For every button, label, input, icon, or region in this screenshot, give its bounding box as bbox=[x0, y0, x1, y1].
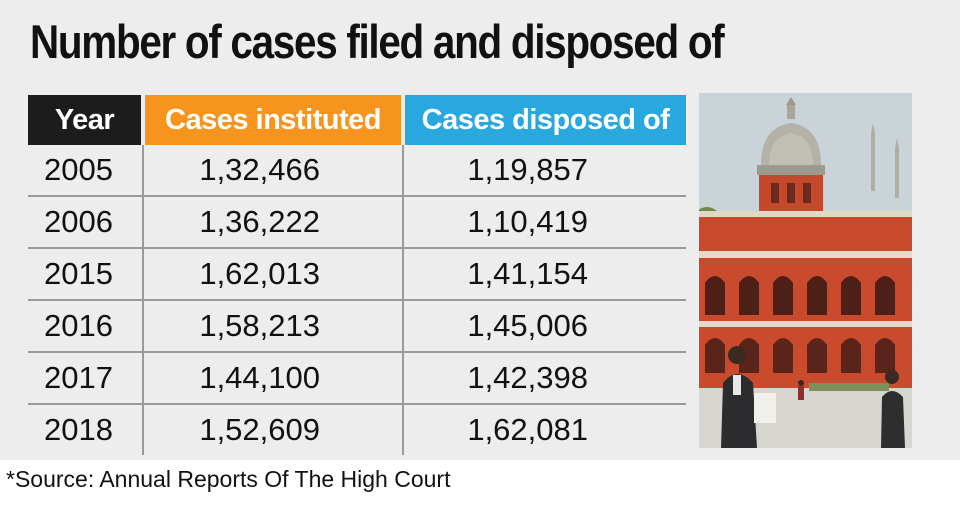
year-cell: 2016 bbox=[28, 299, 143, 352]
cases-disposed-cell: 1,19,857 bbox=[402, 145, 686, 196]
year-column-header: Year bbox=[28, 95, 143, 145]
table-header-row: Year Cases instituted Cases disposed of bbox=[28, 95, 686, 145]
year-cell: 2018 bbox=[28, 403, 143, 455]
cases-disposed-cell: 1,62,081 bbox=[402, 403, 686, 455]
court-building-photo bbox=[699, 93, 912, 448]
year-cell: 2015 bbox=[28, 247, 143, 300]
cases-instituted-cell: 1,62,013 bbox=[142, 247, 403, 300]
table-row: 2017 1,44,100 1,42,398 bbox=[28, 351, 686, 404]
table-row: 2016 1,58,213 1,45,006 bbox=[28, 299, 686, 352]
year-cell: 2005 bbox=[44, 152, 113, 187]
year-cell: 2017 bbox=[28, 351, 143, 404]
cases-instituted-cell: 1,44,100 bbox=[142, 351, 403, 404]
page-title: Number of cases filed and disposed of bbox=[30, 15, 725, 68]
cases-disposed-cell: 1,41,154 bbox=[402, 247, 686, 300]
cases-instituted-cell: 1,32,466 bbox=[142, 145, 403, 196]
table-row: 2015 1,62,013 1,41,154 bbox=[28, 247, 686, 300]
table-row: 2005 1,32,466 1,19,857 bbox=[28, 145, 686, 196]
court-building-illustration bbox=[699, 93, 912, 448]
table-row: 2006 1,36,222 1,10,419 bbox=[28, 195, 686, 248]
cases-disposed-cell: 1,42,398 bbox=[402, 351, 686, 404]
cases-instituted-column-header: Cases instituted bbox=[141, 95, 403, 145]
cases-disposed-cell: 1,45,006 bbox=[402, 299, 686, 352]
cases-instituted-cell: 1,52,609 bbox=[142, 403, 403, 455]
cases-disposed-column-header: Cases disposed of bbox=[401, 95, 686, 145]
cases-disposed-cell: 1,10,419 bbox=[402, 195, 686, 248]
cases-table: Year Cases instituted Cases disposed of … bbox=[28, 95, 686, 455]
table-row: 2018 1,52,609 1,62,081 bbox=[28, 403, 686, 455]
cases-instituted-cell: 1,58,213 bbox=[142, 299, 403, 352]
source-note: *Source: Annual Reports Of The High Cour… bbox=[6, 466, 451, 492]
year-cell: 2006 bbox=[28, 195, 143, 248]
cases-instituted-cell: 1,36,222 bbox=[142, 195, 403, 248]
